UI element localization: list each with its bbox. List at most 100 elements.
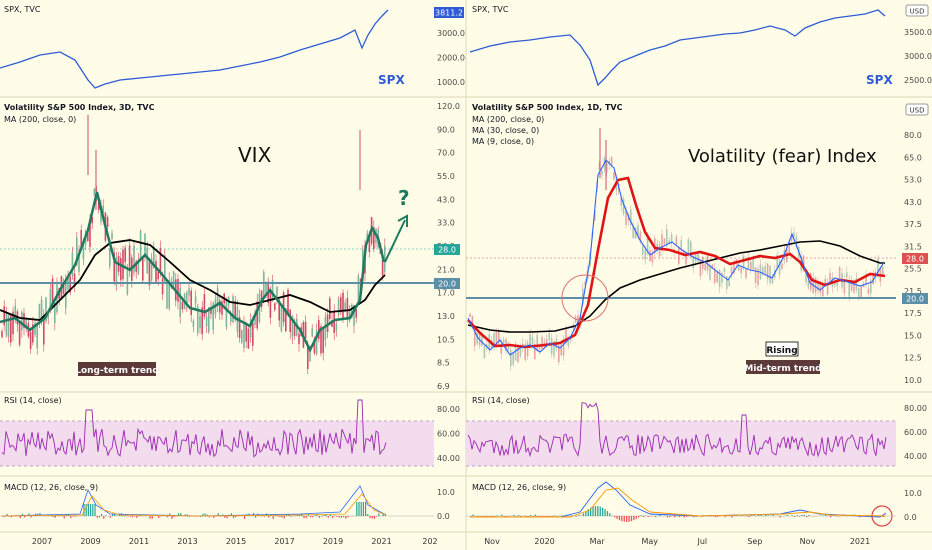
right-macd-bar-153: [837, 516, 839, 517]
left-macd-bar-94: [208, 516, 210, 518]
right-candle-7: [486, 344, 488, 348]
right-candle-133: [788, 241, 790, 255]
left-candle-40: [89, 221, 91, 247]
left-xtick-7: 2021: [371, 537, 391, 546]
left-candle-95: [210, 307, 212, 315]
left-vix-header: Volatility S&P 500 Index, 3D, TVC: [4, 103, 155, 112]
left-candle-19: [43, 316, 45, 345]
right-spx-tick-1: 3000.0: [904, 52, 932, 61]
left-macd-bar-106: [235, 516, 237, 518]
left-candle-86: [190, 290, 192, 316]
right-candle-147: [822, 284, 824, 297]
right-candle-164: [862, 284, 865, 288]
left-macd-bar-3: [8, 516, 10, 517]
left-macd-bar-83: [184, 514, 186, 516]
right-candle-19: [514, 346, 517, 361]
right-candle-26: [531, 336, 534, 346]
left-candle-148: [326, 314, 329, 332]
right-candle-122: [762, 267, 764, 275]
right-macd-bar-63: [621, 516, 623, 522]
left-macd-signal: [1, 493, 387, 517]
right-candle-168: [872, 272, 874, 285]
left-macd-header: MACD (12, 26, close, 9): [4, 483, 98, 492]
right-macd-bar-53: [597, 506, 599, 516]
right-candle-172: [882, 266, 884, 276]
right-time-axis: Nov 2020 Mar May Jul Sep Nov 2021: [484, 537, 870, 546]
left-macd-bar-67: [149, 516, 151, 519]
right-candle-3: [476, 332, 478, 344]
usd-badge-2[interactable]: [905, 103, 929, 116]
right-candle-153: [836, 281, 838, 287]
right-candle-83: [668, 240, 670, 245]
left-candle-122: [269, 290, 272, 318]
right-candle-166: [867, 288, 870, 294]
right-macd-bar-50: [590, 507, 592, 516]
left-candle-152: [335, 323, 338, 332]
right-candle-74: [646, 236, 649, 254]
left-candle-35: [78, 252, 80, 273]
right-macd-bar-124: [767, 515, 769, 516]
right-macd-bar-11: [496, 515, 498, 516]
left-macd-bar-8: [19, 516, 21, 519]
left-candle-18: [40, 299, 43, 321]
left-candle-2: [5, 313, 8, 336]
right-ma-line-2: MA (9, close, 0): [472, 137, 534, 146]
right-candle-68: [632, 225, 634, 239]
usd-badge[interactable]: [905, 4, 929, 17]
left-candle-69: [153, 246, 155, 268]
left-macd-bar-71: [158, 516, 160, 519]
left-macd-bar-137: [303, 516, 305, 519]
left-macd-bar-154: [340, 516, 342, 518]
left-macd-bar-93: [206, 514, 208, 516]
right-macd-bar-117: [750, 515, 753, 516]
right-candle-1: [471, 315, 474, 329]
ma-200-right: [467, 240, 885, 333]
right-macd-bar-52: [594, 506, 597, 516]
right-candle-73: [644, 249, 646, 260]
right-macd-bar-162: [858, 516, 861, 518]
right-candle-14: [502, 339, 505, 344]
left-candle-132: [291, 316, 294, 337]
left-macd-bar-153: [338, 516, 340, 518]
right-macd-bar-42: [570, 515, 573, 516]
left-candle-174: [384, 245, 386, 272]
vix-last-badge-left: [434, 244, 460, 255]
highlight-circle: [561, 274, 609, 322]
right-macd-bar-13: [501, 514, 503, 516]
right-candle-93: [692, 256, 694, 268]
right-candle-115: [745, 269, 747, 278]
right-candle-135: [793, 232, 795, 237]
left-candle-109: [241, 329, 243, 343]
right-candle-160: [853, 282, 855, 293]
left-candle-17: [38, 304, 41, 320]
left-candle-32: [71, 252, 74, 277]
vix-ma-teal-left: [0, 191, 386, 353]
right-macd-bar-54: [599, 506, 601, 516]
right-candle-33: [548, 332, 550, 340]
left-macd-bar-143: [316, 514, 318, 516]
right-candle-114: [742, 255, 745, 269]
left-macd-bar-24: [54, 516, 56, 518]
vix-level-left: 20.0: [438, 280, 456, 289]
right-macd-bar-141: [808, 514, 810, 516]
left-macd-bar-149: [329, 514, 331, 516]
right-macd-bar-120: [758, 514, 760, 516]
right-macd-bar-82: [666, 516, 669, 518]
left-candle-153: [337, 298, 340, 315]
left-macd-bar-45: [101, 514, 103, 516]
left-macd-bar-84: [186, 514, 188, 516]
left-candle-116: [256, 301, 258, 329]
right-macd-bar-67: [630, 516, 633, 522]
up-arrow-icon: [384, 219, 406, 263]
left-macd-bar-127: [281, 516, 283, 518]
left-macd-bar-110: [244, 516, 246, 519]
left-candle-65: [144, 233, 146, 257]
left-macd-bar-155: [343, 516, 345, 518]
left-macd-bar-148: [327, 516, 329, 518]
left-candle-104: [230, 313, 232, 322]
left-candle-161: [355, 309, 357, 318]
left-candle-14: [32, 324, 34, 343]
right-ma-line-0: MA (200, close, 0): [472, 115, 544, 124]
left-candle-100: [221, 301, 223, 315]
right-vix-tick-8: 17.5: [904, 309, 922, 318]
